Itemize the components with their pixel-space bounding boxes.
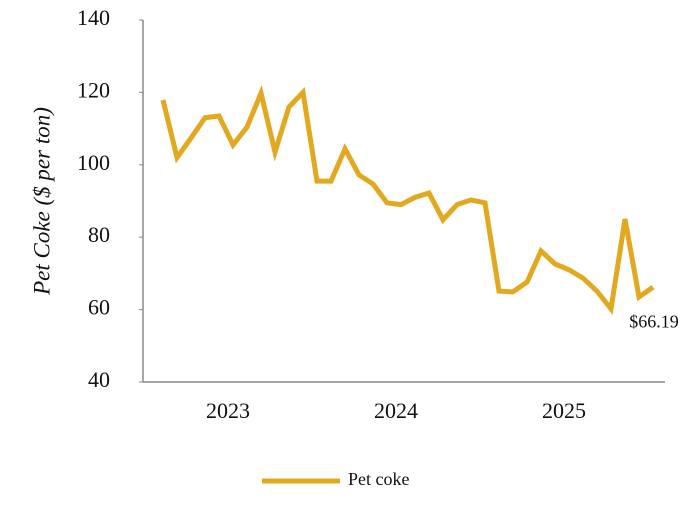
y-tick-label: 80 bbox=[88, 222, 110, 247]
x-tick-label: 2023 bbox=[206, 398, 250, 423]
x-tick-label: 2024 bbox=[374, 398, 418, 423]
y-tick-label: 140 bbox=[77, 5, 110, 30]
y-tick-label: 40 bbox=[88, 367, 110, 392]
data-label: $66.19 bbox=[629, 311, 679, 331]
x-tick-label: 2025 bbox=[542, 398, 586, 423]
line-series bbox=[160, 84, 655, 315]
y-tick-label: 60 bbox=[88, 295, 110, 320]
legend-label: Pet coke bbox=[348, 469, 409, 489]
y-tick-label: 120 bbox=[77, 77, 110, 102]
y-axis-title: Pet Coke ($ per ton) bbox=[29, 107, 54, 296]
y-tick-label: 100 bbox=[77, 150, 110, 175]
